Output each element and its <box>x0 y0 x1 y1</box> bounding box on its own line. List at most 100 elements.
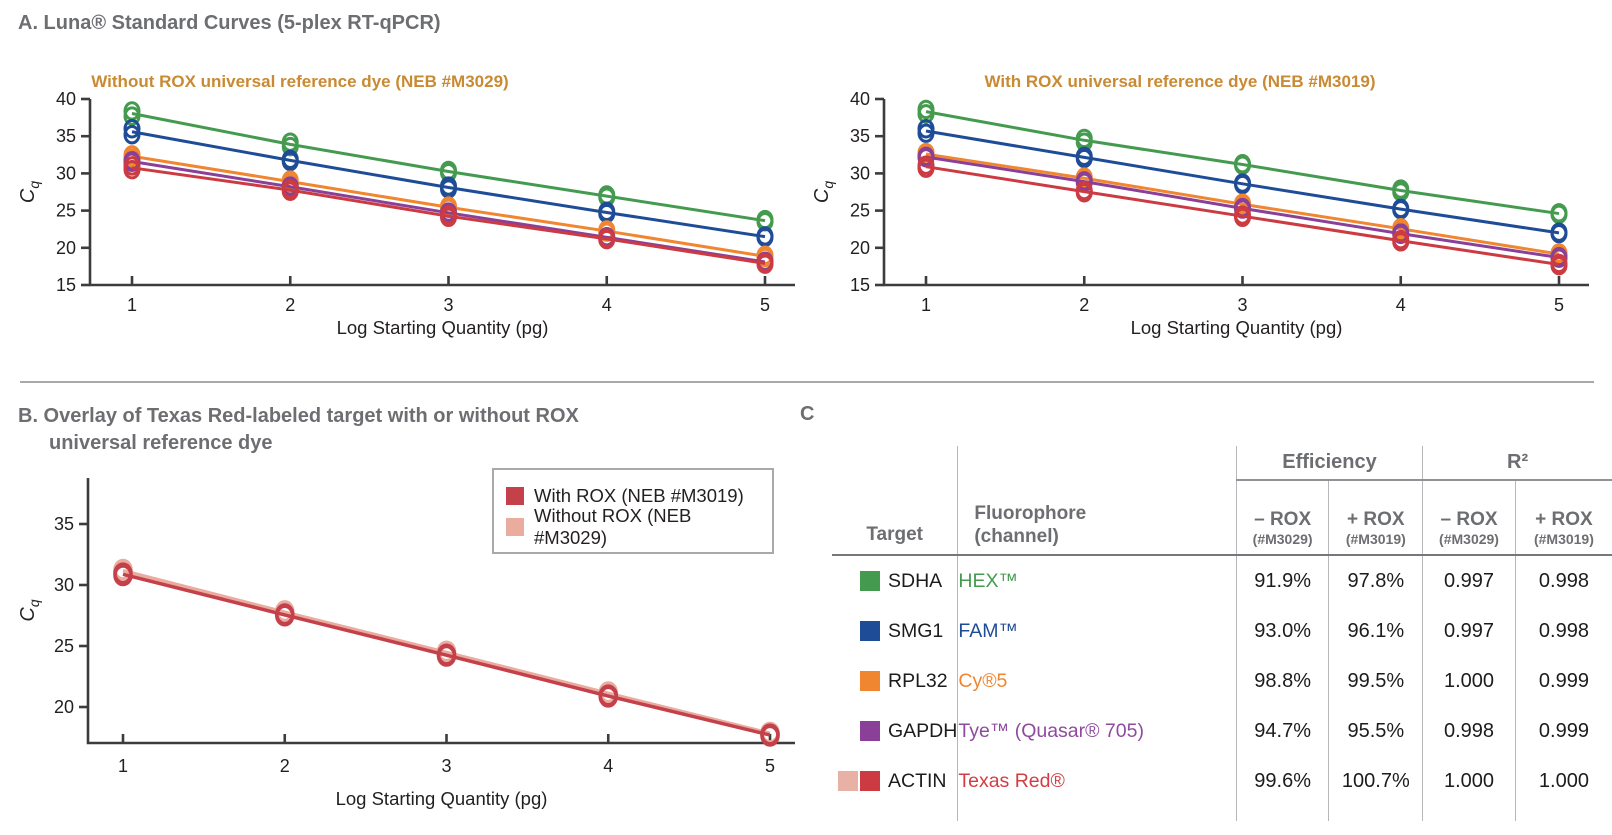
column-header-eff-plus-rox-catalog: (#M3019) <box>1345 531 1406 547</box>
target-name: SMG1 <box>888 619 944 642</box>
column-header-fluorophore-line1: Fluorophore <box>974 503 1087 524</box>
y-tick-label: 15 <box>850 275 870 295</box>
data-marker-SMG1 (FAM) <box>123 125 141 145</box>
efficiency-plus-rox-value: 96.1% <box>1328 606 1423 656</box>
efficiency-minus-rox-value: 98.8% <box>1235 656 1329 706</box>
column-header-target: Target <box>832 480 958 556</box>
y-tick-label: 30 <box>850 163 870 183</box>
target-swatch-area <box>832 721 880 741</box>
y-tick-label: 40 <box>850 89 870 109</box>
efficiency-plus-rox-value: 97.8% <box>1328 555 1423 606</box>
x-tick-label: 4 <box>602 295 612 315</box>
axes <box>882 99 1589 287</box>
legend-label-with-rox: With ROX (NEB #M3019) <box>534 484 744 506</box>
panel-b-heading-line1: B. Overlay of Texas Red-labeled target w… <box>18 405 579 427</box>
target-cell: GAPDH <box>832 706 958 756</box>
target-swatch-area <box>832 571 880 591</box>
data-marker-SDHA (HEX) <box>917 104 935 124</box>
x-tick-label: 1 <box>921 295 931 315</box>
x-tick-label: 1 <box>127 295 137 315</box>
series-line-ACTIN (Texas Red) <box>925 165 1560 267</box>
x-axis-label: Log Starting Quantity (pg) <box>337 317 549 338</box>
fluorophore-cell: Tye™ (Quasar® 705) <box>957 706 1237 756</box>
group-header-spacer-fluorophore <box>957 446 1237 480</box>
target-cell: SDHA <box>832 555 958 606</box>
series-line-SMG1 (FAM) <box>925 129 1560 235</box>
data-marker-ACTIN (Texas Red) <box>1075 183 1093 203</box>
target-color-swatch <box>860 571 880 591</box>
data-marker-ACTIN (Texas Red) <box>440 207 457 227</box>
r2-plus-rox-value: 0.998 <box>1514 606 1612 656</box>
data-marker-GAPDH (Tye / Quasar 705) <box>917 148 935 168</box>
data-marker-ACTIN (Texas Red) <box>281 181 299 201</box>
group-header-spacer-target <box>832 446 958 480</box>
table-row: ACTIN Texas Red® 99.6% 100.7% 1.000 1.00… <box>832 756 1612 806</box>
y-axis-label: Cq <box>17 599 42 621</box>
r2-minus-rox-value: 1.000 <box>1422 656 1516 706</box>
data-marker-With ROX (NEB #M3019) <box>760 724 780 747</box>
efficiency-minus-rox-value: 99.6% <box>1235 756 1329 806</box>
series-line-SMG1 (FAM) <box>131 130 766 239</box>
legend-swatch-with-rox <box>506 486 524 505</box>
column-header-r2-plus-rox-label: + ROX <box>1535 509 1593 530</box>
x-tick-label: 2 <box>280 756 290 776</box>
target-swatch-area <box>832 771 880 791</box>
x-tick-label: 2 <box>285 295 295 315</box>
data-marker-ACTIN (Texas Red) <box>598 229 616 250</box>
panel-c-label: C <box>800 403 815 425</box>
target-color-swatch <box>838 771 858 791</box>
column-header-eff-plus-rox: + ROX (#M3019) <box>1328 480 1423 556</box>
column-header-fluorophore: Fluorophore (channel) <box>957 480 1237 556</box>
data-marker-SDHA (HEX) <box>123 106 141 126</box>
r2-plus-rox-value: 0.999 <box>1514 656 1612 706</box>
y-tick-label: 35 <box>56 126 76 146</box>
x-axis-label: Log Starting Quantity (pg) <box>336 788 548 809</box>
data-marker-SMG1 (FAM) <box>1234 174 1251 195</box>
data-marker-SMG1 (FAM) <box>1550 223 1568 244</box>
legend-item-without-rox: Without ROX (NEB #M3029) <box>506 505 760 548</box>
target-cell: ACTIN <box>832 756 958 806</box>
target-cell: SMG1 <box>832 606 958 656</box>
y-tick-label: 20 <box>54 697 74 717</box>
column-header-r2-minus-rox: – ROX (#M3029) <box>1422 480 1516 556</box>
column-header-eff-minus-rox: – ROX (#M3029) <box>1235 480 1329 556</box>
column-header-r2-plus-rox: + ROX (#M3019) <box>1514 480 1612 556</box>
y-tick-label: 25 <box>850 201 870 221</box>
x-tick-label: 3 <box>443 295 453 315</box>
y-tick-label: 25 <box>56 201 76 221</box>
chart-b-legend: With ROX (NEB #M3019) Without ROX (NEB #… <box>492 468 774 554</box>
panel-a-heading: A. Luna® Standard Curves (5-plex RT-qPCR… <box>18 12 441 34</box>
r2-minus-rox-value: 0.997 <box>1422 555 1516 606</box>
column-header-r2-minus-rox-catalog: (#M3029) <box>1439 531 1499 547</box>
r2-minus-rox-value: 0.997 <box>1422 606 1516 656</box>
x-tick-label: 4 <box>1396 295 1406 315</box>
y-axis-label: Cq <box>17 181 42 203</box>
efficiency-plus-rox-value: 100.7% <box>1328 756 1423 806</box>
target-swatch-area <box>832 671 880 691</box>
series-line-SDHA (HEX) <box>925 110 1560 216</box>
chart-title: Without ROX universal reference dye (NEB… <box>91 72 508 91</box>
target-swatch-area <box>832 621 880 641</box>
data-marker-ACTIN (Texas Red) <box>917 158 935 178</box>
y-tick-label: 30 <box>56 163 76 183</box>
panel-b-heading-line2: universal reference dye <box>49 432 273 454</box>
fluorophore-cell: FAM™ <box>957 606 1237 656</box>
x-tick-label: 5 <box>760 295 770 315</box>
y-tick-label: 35 <box>850 126 870 146</box>
column-header-eff-plus-rox-label: + ROX <box>1347 509 1405 530</box>
y-tick-label: 20 <box>850 238 870 258</box>
table-row: SMG1 FAM™ 93.0% 96.1% 0.997 0.998 <box>832 606 1612 656</box>
target-color-swatch <box>860 771 880 791</box>
fluorophore-cell: HEX™ <box>957 555 1237 606</box>
fluorophore-cell: Cy®5 <box>957 656 1237 706</box>
legend-swatch-without-rox <box>506 517 524 536</box>
target-color-swatch <box>860 721 880 741</box>
target-color-swatch <box>860 621 880 641</box>
data-marker-With ROX (NEB #M3019) <box>598 685 618 708</box>
y-tick-label: 25 <box>54 636 74 656</box>
column-header-fluorophore-line2: (channel) <box>974 526 1059 547</box>
data-marker-ACTIN (Texas Red) <box>756 254 774 274</box>
column-header-eff-minus-rox-label: – ROX <box>1254 509 1312 530</box>
y-tick-label: 20 <box>56 238 76 258</box>
